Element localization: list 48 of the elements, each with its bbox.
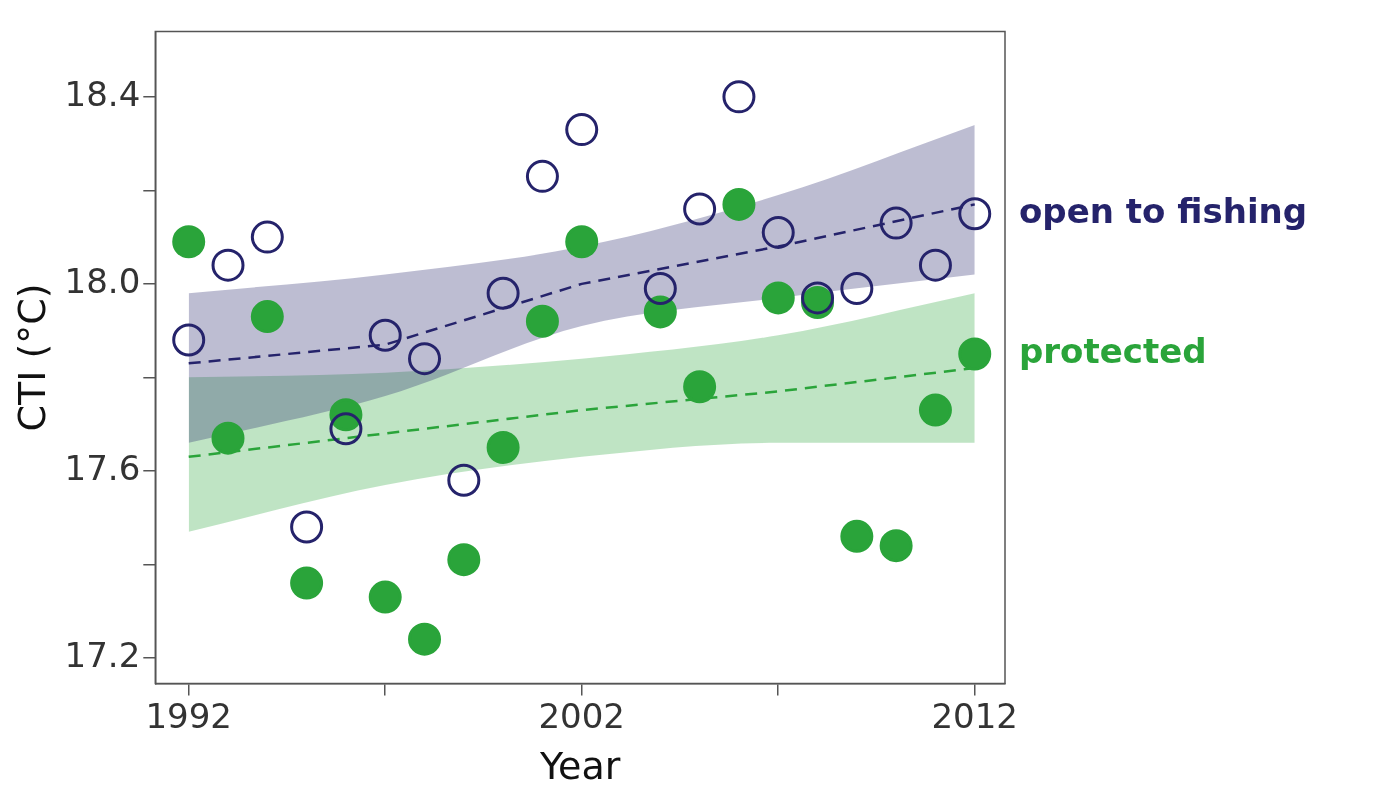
point [565, 225, 599, 259]
point [879, 206, 913, 240]
point [722, 80, 756, 114]
x-axis-title: Year [538, 744, 621, 789]
y-axis-title: CTI (°C) [9, 283, 54, 432]
y-tick-label: 18.0 [64, 260, 141, 301]
point [525, 304, 559, 338]
point [290, 566, 324, 600]
point [565, 113, 599, 147]
point [172, 225, 206, 259]
point [683, 192, 717, 226]
point [447, 543, 481, 577]
series-label: open to fishing [1019, 190, 1308, 231]
point [683, 370, 717, 404]
point [290, 510, 324, 544]
point [761, 281, 795, 315]
y-tick-label: 17.6 [64, 447, 141, 488]
point [958, 337, 992, 371]
point [722, 187, 756, 221]
point [329, 412, 363, 446]
point [840, 272, 874, 306]
point [525, 159, 559, 193]
point [250, 300, 284, 334]
point [368, 580, 402, 614]
point [250, 220, 284, 254]
point [486, 431, 520, 464]
point [761, 215, 795, 249]
point [918, 248, 952, 282]
point [368, 318, 402, 352]
point [408, 622, 442, 656]
point [879, 529, 913, 563]
point [918, 393, 952, 427]
x-tick-label: 2012 [931, 695, 1018, 736]
point [211, 248, 245, 282]
y-tick-label: 17.2 [64, 634, 141, 675]
point [643, 272, 677, 306]
x-tick-label: 2002 [538, 695, 625, 736]
x-tick-label: 1992 [145, 695, 232, 736]
point [172, 323, 206, 357]
series-label: protected [1019, 330, 1207, 371]
point [211, 421, 245, 455]
point [447, 463, 481, 497]
point [643, 295, 677, 329]
point [958, 197, 992, 231]
y-tick-label: 18.4 [64, 73, 141, 114]
point [840, 519, 874, 553]
point [408, 342, 442, 376]
point [486, 276, 520, 310]
